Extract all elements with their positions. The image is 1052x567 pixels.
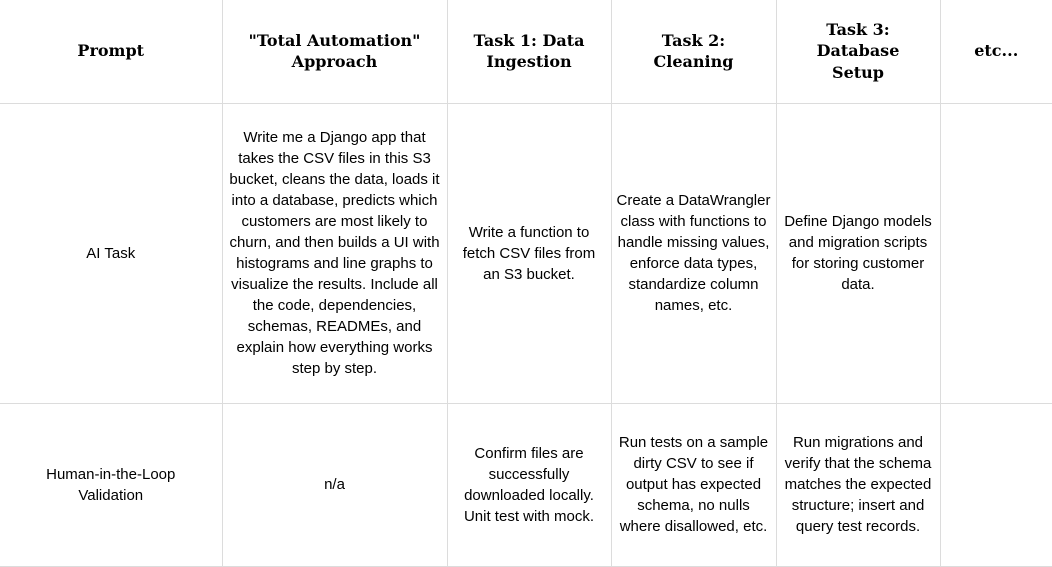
table-row-human-validation: Human-in-the-Loop Validation n/a Confirm… [0,402,1052,567]
row-label-human-in-the-loop-validation: Human-in-the-Loop Validation [0,402,223,567]
cell-validation-task1: Confirm files are successfully downloade… [446,402,612,567]
table-header-row: Prompt "Total Automation" Approach Task … [0,0,1052,104]
column-header-task3-database-setup: Task 3: Database Setup [775,0,941,104]
cell-validation-etc [939,402,1052,567]
cell-validation-task2: Run tests on a sample dirty CSV to see i… [610,402,777,567]
row-label-ai-task: AI Task [0,102,223,404]
cell-ai-task-etc [939,102,1052,404]
cell-ai-task-task2: Create a DataWrangler class with functio… [610,102,777,404]
column-header-etc: etc... [939,0,1052,104]
cell-ai-task-task1: Write a function to fetch CSV files from… [446,102,612,404]
cell-validation-total-automation: n/a [221,402,448,567]
cell-ai-task-total-automation: Write me a Django app that takes the CSV… [221,102,448,404]
column-header-prompt: Prompt [0,0,223,104]
cell-validation-task3: Run migrations and verify that the schem… [775,402,941,567]
column-header-task1-data-ingestion: Task 1: Data Ingestion [446,0,612,104]
column-header-task2-cleaning: Task 2: Cleaning [610,0,777,104]
column-header-total-automation: "Total Automation" Approach [221,0,448,104]
table-row-ai-task: AI Task Write me a Django app that takes… [0,102,1052,404]
cell-ai-task-task3: Define Django models and migration scrip… [775,102,941,404]
